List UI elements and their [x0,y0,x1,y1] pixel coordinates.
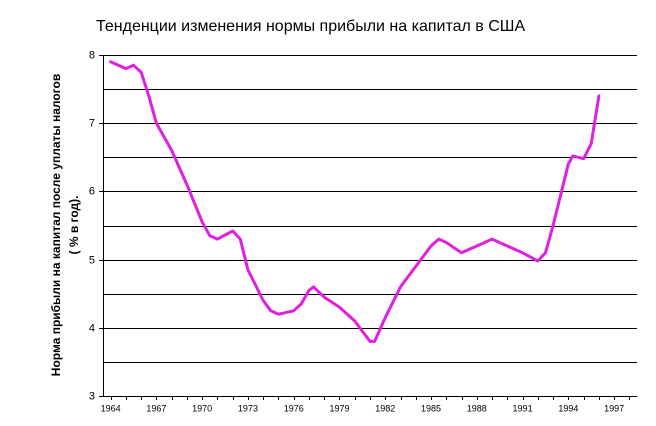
y-tick-label: 6 [89,185,95,197]
data-line [109,60,601,343]
y-tick-label: 3 [89,390,95,402]
x-tick-label: 1970 [192,403,212,413]
y-axis-title: Норма прибыли на капитал после уплаты на… [49,74,63,376]
x-tick-label: 1967 [146,403,166,413]
y-axis-title: ( % в год). [67,195,81,254]
x-tick-label: 1964 [101,403,121,413]
x-tick-label: 1997 [604,403,624,413]
x-tick-label: 1973 [238,403,258,413]
chart-title: Тенденции изменения нормы прибыли на кап… [96,18,525,35]
x-tick-label: 1991 [513,403,533,413]
y-tick-label: 7 [89,117,95,129]
y-tick-label: 4 [89,322,95,334]
x-tick-label: 1976 [284,403,304,413]
x-tick-label: 1994 [558,403,578,413]
x-tick-label: 1982 [375,403,395,413]
x-tick-label: 1988 [467,403,487,413]
x-tick-label: 1985 [421,403,441,413]
y-tick-label: 8 [89,49,95,61]
x-tick-label: 1979 [329,403,349,413]
y-tick-label: 5 [89,254,95,266]
